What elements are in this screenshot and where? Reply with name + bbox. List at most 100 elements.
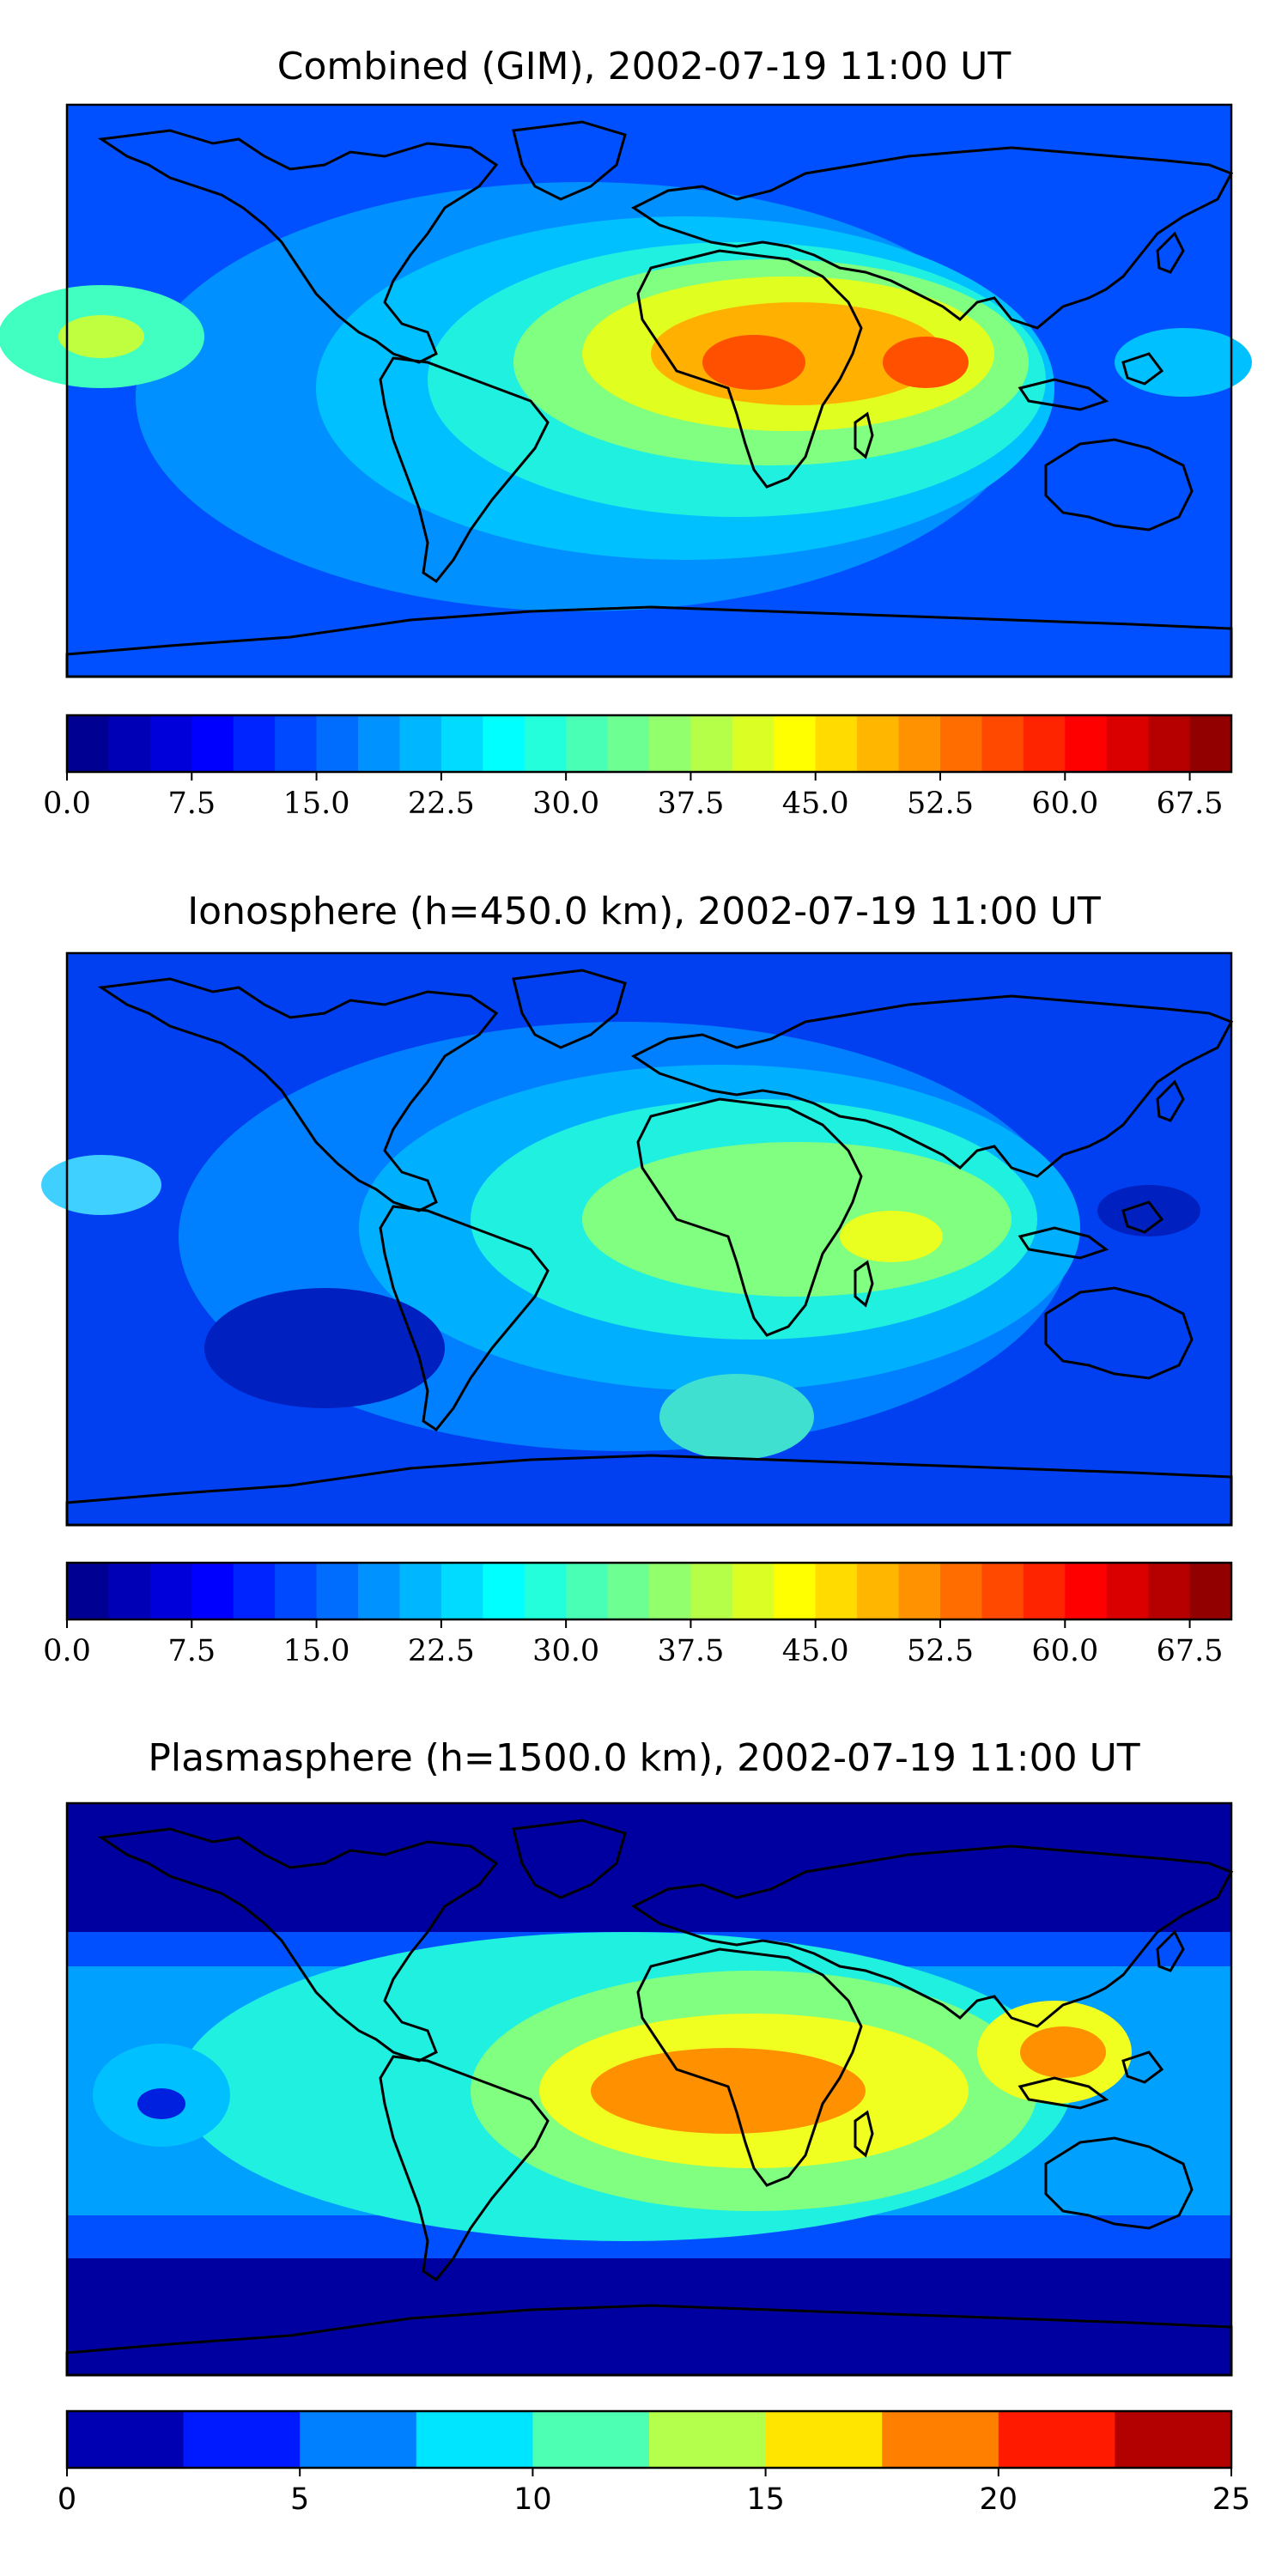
colorbar-swatch — [774, 1563, 817, 1619]
colorbar-tick-label: 22.5 — [408, 1634, 475, 1668]
colorbar-tick-label: 7.5 — [167, 1634, 216, 1668]
colorbar-swatch — [300, 2411, 417, 2468]
colorbar-swatch — [358, 1563, 401, 1619]
colorbar-swatch — [857, 1563, 900, 1619]
colorbar-swatch — [898, 715, 941, 772]
colorbar-swatch — [1148, 1563, 1191, 1619]
colorbar-swatch — [1189, 1563, 1232, 1619]
colorbar-swatch — [191, 715, 234, 772]
panel-title-plasmasphere: Plasmasphere (h=1500.0 km), 2002-07-19 1… — [148, 1736, 1140, 1780]
colorbar-swatch — [358, 715, 401, 772]
colorbar-tick-label: 20 — [980, 2482, 1018, 2517]
colorbar-swatch — [108, 715, 151, 772]
colorbar-swatch — [765, 2411, 883, 2468]
colorbar-tick-label: 60.0 — [1031, 1634, 1098, 1668]
colorbar-swatch — [882, 2411, 999, 2468]
map-combined — [0, 103, 1252, 678]
colorbar-swatch — [440, 1563, 483, 1619]
colorbar-combined: 0.0 7.5 15.0 22.5 30.0 37.5 45.0 52.5 60.0 67.5 — [43, 714, 1233, 821]
colorbar-tick-label: 37.5 — [657, 1634, 724, 1668]
colorbar-swatch — [1189, 715, 1232, 772]
colorbar-tick-label: 15 — [746, 2482, 785, 2517]
colorbar-swatch — [416, 2411, 533, 2468]
colorbar-swatch — [566, 1563, 609, 1619]
colorbar-tick-label: 45.0 — [782, 787, 849, 821]
panel-title-ionosphere: Ionosphere (h=450.0 km), 2002-07-19 11:0… — [187, 890, 1101, 933]
colorbar-tick-label: 67.5 — [1157, 1634, 1224, 1668]
colorbar-tick-label: 22.5 — [408, 787, 475, 821]
colorbar-swatch — [275, 715, 318, 772]
colorbar-swatch — [940, 715, 983, 772]
colorbar-swatch — [275, 1563, 318, 1619]
colorbar-swatch — [898, 1563, 941, 1619]
colorbar-swatch — [108, 1563, 151, 1619]
colorbar-frame — [65, 2409, 1233, 2470]
colorbar-swatch — [483, 1563, 526, 1619]
colorbar-tick-label: 15.0 — [283, 1634, 350, 1668]
colorbar-tick-label: 0.0 — [43, 1634, 91, 1668]
colorbar-swatch — [774, 715, 817, 772]
colorbar-swatch — [1106, 1563, 1149, 1619]
colorbar-swatch — [532, 2411, 650, 2468]
colorbar-swatch — [183, 2411, 301, 2468]
colorbar-tick-label: 67.5 — [1157, 787, 1224, 821]
colorbar-swatch — [149, 1563, 192, 1619]
map-ionosphere — [41, 951, 1233, 1527]
colorbar-swatch — [1065, 1563, 1108, 1619]
colorbar-swatch — [316, 715, 359, 772]
colorbar-tick-label: 7.5 — [167, 787, 216, 821]
colorbar-tick-label: 52.5 — [907, 787, 974, 821]
colorbar-swatch — [732, 715, 775, 772]
colorbar-tick-label: 25 — [1212, 2482, 1251, 2517]
colorbar-tick-label: 5 — [290, 2482, 309, 2517]
colorbar-swatch — [1148, 715, 1191, 772]
colorbar-swatch — [1023, 1563, 1066, 1619]
colorbar-tick-label: 30.0 — [532, 787, 599, 821]
colorbar-frame — [65, 1561, 1233, 1621]
colorbar-tick-label: 52.5 — [907, 1634, 974, 1668]
colorbar-swatch — [981, 715, 1024, 772]
colorbar-swatch — [1115, 2411, 1232, 2468]
colorbar-swatch — [690, 1563, 733, 1619]
panel-title-combined: Combined (GIM), 2002-07-19 11:00 UT — [276, 45, 1012, 88]
colorbar-swatch — [607, 715, 650, 772]
colorbar-tick-label: 60.0 — [1031, 787, 1098, 821]
colorbar-swatch — [690, 715, 733, 772]
colorbar-tick-label: 30.0 — [532, 1634, 599, 1668]
colorbar-tick-label: 37.5 — [657, 787, 724, 821]
colorbar-tick-label: 15.0 — [283, 787, 350, 821]
colorbar-swatch — [815, 715, 858, 772]
colorbar-swatch — [233, 1563, 276, 1619]
colorbar-swatch — [649, 715, 692, 772]
colorbar-swatch — [399, 715, 442, 772]
colorbar-swatch — [998, 2411, 1115, 2468]
colorbar-frame — [65, 714, 1233, 774]
colorbar-swatch — [857, 715, 900, 772]
colorbar-swatch — [67, 715, 110, 772]
colorbar-swatch — [732, 1563, 775, 1619]
colorbar-swatch — [149, 715, 192, 772]
colorbar-tick-label: 45.0 — [782, 1634, 849, 1668]
colorbar-swatch — [1065, 715, 1108, 772]
colorbar-swatch — [1023, 715, 1066, 772]
colorbar-swatch — [649, 2411, 767, 2468]
colorbar-swatch — [566, 715, 609, 772]
colorbar-swatch — [67, 1563, 110, 1619]
colorbar-swatch — [649, 1563, 692, 1619]
colorbar-plasmasphere: 0 5 10 15 20 25 — [58, 2409, 1251, 2517]
colorbar-swatch — [524, 715, 567, 772]
map-plasmasphere — [65, 1801, 1233, 2377]
colorbar-swatch — [483, 715, 526, 772]
colorbar-tick-label: 0 — [58, 2482, 76, 2517]
colorbar-swatch — [316, 1563, 359, 1619]
colorbar-swatch — [981, 1563, 1024, 1619]
colorbar-swatch — [815, 1563, 858, 1619]
colorbar-swatch — [1106, 715, 1149, 772]
colorbar-ionosphere: 0.0 7.5 15.0 22.5 30.0 37.5 45.0 52.5 60.0 67.5 — [43, 1561, 1233, 1668]
colorbar-tick-label: 0.0 — [43, 787, 91, 821]
colorbar-swatch — [524, 1563, 567, 1619]
colorbar-swatch — [191, 1563, 234, 1619]
colorbar-swatch — [940, 1563, 983, 1619]
colorbar-swatch — [607, 1563, 650, 1619]
